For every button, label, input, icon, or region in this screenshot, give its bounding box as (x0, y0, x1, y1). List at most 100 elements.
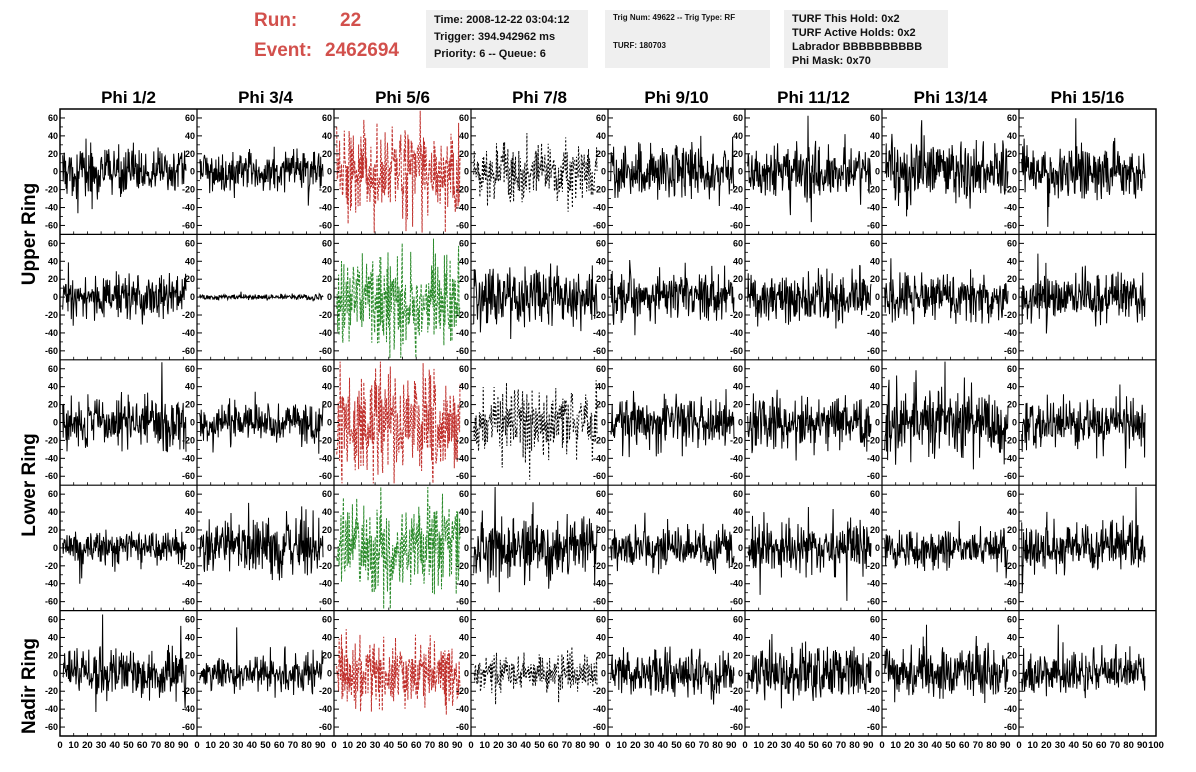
y-tick-label: -60 (182, 722, 195, 732)
y-tick-label: 0 (601, 292, 606, 302)
y-tick-label: 0 (464, 543, 469, 553)
y-tick-label: 60 (596, 238, 606, 248)
x-tick-label: 10 (342, 740, 353, 751)
waveform-trace (610, 135, 735, 207)
waveform-trace (62, 362, 187, 453)
y-tick-label: 20 (459, 525, 469, 535)
y-tick-label: 0 (190, 543, 195, 553)
y-tick-label: -40 (730, 328, 743, 338)
y-tick-label: 0 (601, 167, 606, 177)
x-tick-label: 70 (288, 740, 299, 751)
y-tick-label: -20 (730, 310, 743, 320)
y-tick-label: 60 (459, 238, 469, 248)
y-tick-label: -20 (319, 561, 332, 571)
x-tick-label: 90 (315, 740, 326, 751)
y-tick-label: 60 (596, 489, 606, 499)
y-tick-label: 20 (733, 274, 743, 284)
y-tick-label: 60 (733, 615, 743, 625)
y-tick-label: 20 (1007, 149, 1017, 159)
waveform-trace (62, 262, 187, 326)
y-tick-label: -40 (182, 328, 195, 338)
y-tick-label: 40 (733, 382, 743, 392)
waveform-trace (884, 624, 1009, 704)
waveform-trace (336, 238, 461, 359)
y-tick-label: 0 (190, 418, 195, 428)
y-tick-label: -20 (730, 185, 743, 195)
y-tick-label: -20 (593, 686, 606, 696)
y-tick-label: 40 (48, 382, 58, 392)
y-tick-label: 60 (322, 238, 332, 248)
y-tick-label: 60 (1007, 489, 1017, 499)
x-tick-label: 40 (1069, 740, 1080, 751)
y-tick-label: 0 (875, 668, 880, 678)
y-tick-label: -40 (1004, 453, 1017, 463)
waveform-trace (199, 627, 324, 698)
x-tick-label: 20 (630, 740, 641, 751)
y-tick-label: 0 (1012, 668, 1017, 678)
y-tick-label: -40 (593, 453, 606, 463)
x-tick-label: 50 (397, 740, 408, 751)
x-tick-label: 0 (194, 740, 199, 751)
y-tick-label: 40 (870, 256, 880, 266)
run-label: Run: (254, 10, 298, 31)
y-tick-label: 20 (322, 650, 332, 660)
y-tick-label: 60 (322, 113, 332, 123)
y-tick-label: 20 (48, 400, 58, 410)
y-tick-label: 60 (870, 615, 880, 625)
y-tick-label: 60 (322, 364, 332, 374)
y-tick-label: 40 (733, 256, 743, 266)
y-tick-label: 0 (738, 292, 743, 302)
y-tick-label: -60 (867, 597, 880, 607)
y-tick-label: 60 (870, 364, 880, 374)
y-tick-label: -20 (45, 686, 58, 696)
y-tick-label: -60 (182, 597, 195, 607)
y-tick-label: -60 (1004, 722, 1017, 732)
y-tick-label: 20 (48, 274, 58, 284)
x-tick-label: 20 (356, 740, 367, 751)
waveform-trace (199, 291, 324, 302)
y-tick-label: -60 (730, 346, 743, 356)
x-tick-label: 0 (605, 740, 610, 751)
y-tick-label: 20 (185, 149, 195, 159)
waveform-trace (1021, 253, 1146, 334)
y-tick-label: -60 (593, 722, 606, 732)
x-tick-label: 10 (205, 740, 216, 751)
y-tick-label: 40 (870, 507, 880, 517)
column-header-phi-13-14: Phi 13/14 (913, 88, 988, 107)
y-tick-label: -60 (45, 722, 58, 732)
y-tick-label: 60 (596, 615, 606, 625)
y-tick-label: 0 (875, 167, 880, 177)
x-tick-label: 70 (1110, 740, 1121, 751)
y-tick-label: -20 (867, 561, 880, 571)
y-tick-label: -40 (319, 203, 332, 213)
x-tick-label: 30 (644, 740, 655, 751)
priority-line: Priority: 6 -- Queue: 6 (434, 48, 546, 60)
event-number: 2462694 (325, 40, 399, 61)
y-tick-label: -40 (456, 203, 469, 213)
y-tick-label: 0 (875, 543, 880, 553)
y-tick-label: 60 (1007, 364, 1017, 374)
y-tick-label: 0 (1012, 292, 1017, 302)
x-tick-label: 30 (507, 740, 518, 751)
y-tick-label: 20 (870, 650, 880, 660)
y-tick-label: 60 (48, 615, 58, 625)
y-tick-label: -60 (867, 471, 880, 481)
x-tick-label: 30 (781, 740, 792, 751)
y-tick-label: -20 (45, 435, 58, 445)
x-tick-label: 0 (468, 740, 473, 751)
y-tick-label: 20 (596, 149, 606, 159)
y-tick-label: -20 (730, 686, 743, 696)
y-tick-label: -60 (593, 220, 606, 230)
x-tick-label: 30 (233, 740, 244, 751)
x-tick-label: 50 (534, 740, 545, 751)
y-tick-label: -60 (730, 471, 743, 481)
y-tick-label: 40 (733, 632, 743, 642)
y-tick-label: -20 (593, 435, 606, 445)
y-tick-label: -60 (730, 220, 743, 230)
y-tick-label: 0 (327, 292, 332, 302)
y-tick-label: -60 (45, 346, 58, 356)
x-tick-label: 50 (671, 740, 682, 751)
y-tick-label: -20 (45, 185, 58, 195)
run-number: 22 (340, 10, 362, 31)
y-tick-label: 20 (870, 274, 880, 284)
